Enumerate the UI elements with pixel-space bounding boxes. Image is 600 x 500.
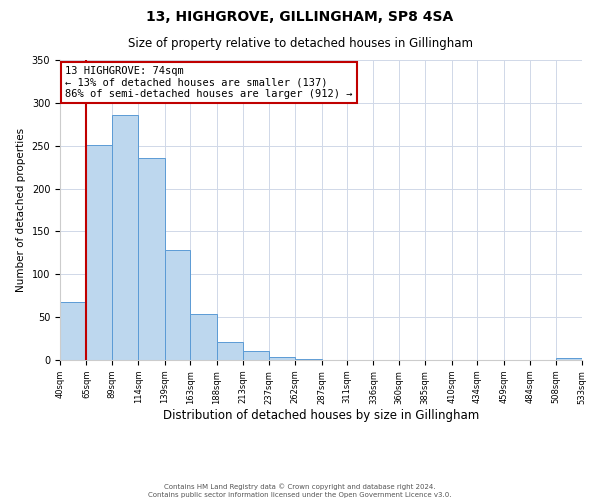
Bar (139, 158, 165, 360)
Bar (217, 342, 243, 360)
Text: Size of property relative to detached houses in Gillingham: Size of property relative to detached ho… (128, 38, 473, 51)
Bar (243, 352, 269, 360)
Text: Contains HM Land Registry data © Crown copyright and database right 2024.
Contai: Contains HM Land Registry data © Crown c… (148, 483, 452, 498)
Bar (60, 302, 86, 360)
Bar (190, 314, 217, 360)
Text: 13, HIGHGROVE, GILLINGHAM, SP8 4SA: 13, HIGHGROVE, GILLINGHAM, SP8 4SA (146, 10, 454, 24)
Bar (165, 250, 190, 360)
Bar (269, 356, 295, 360)
Bar (86, 145, 112, 360)
Text: 13 HIGHGROVE: 74sqm
← 13% of detached houses are smaller (137)
86% of semi-detac: 13 HIGHGROVE: 74sqm ← 13% of detached ho… (65, 66, 353, 99)
Bar (112, 115, 139, 360)
Bar (556, 358, 582, 360)
X-axis label: Distribution of detached houses by size in Gillingham: Distribution of detached houses by size … (163, 410, 479, 422)
Bar (295, 359, 322, 360)
Y-axis label: Number of detached properties: Number of detached properties (16, 128, 26, 292)
